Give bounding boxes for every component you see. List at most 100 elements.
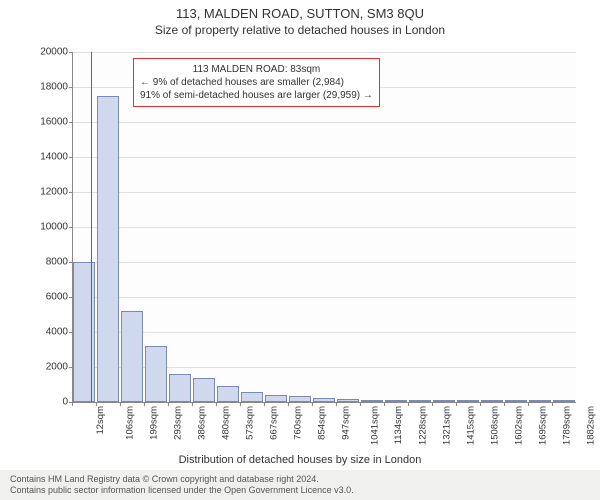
x-tick-label: 1321sqm bbox=[442, 406, 453, 445]
x-tick-mark bbox=[216, 402, 217, 406]
x-tick-label: 1882sqm bbox=[586, 406, 597, 445]
marker-line bbox=[91, 52, 92, 402]
histogram-bar bbox=[241, 392, 263, 403]
y-tick-mark bbox=[69, 227, 73, 228]
x-tick-mark bbox=[528, 402, 529, 406]
y-tick-label: 2000 bbox=[28, 362, 68, 373]
histogram-bar bbox=[289, 396, 311, 402]
x-tick-mark bbox=[552, 402, 553, 406]
x-tick-label: 293sqm bbox=[172, 406, 183, 440]
histogram-bar bbox=[193, 378, 215, 403]
y-tick-label: 6000 bbox=[28, 292, 68, 303]
chart-title: 113, MALDEN ROAD, SUTTON, SM3 8QU bbox=[0, 0, 600, 21]
y-tick-mark bbox=[69, 332, 73, 333]
x-tick-mark bbox=[264, 402, 265, 406]
y-tick-label: 8000 bbox=[28, 257, 68, 268]
x-tick-mark bbox=[480, 402, 481, 406]
histogram-bar bbox=[361, 400, 383, 402]
histogram-bar bbox=[433, 400, 455, 402]
y-tick-label: 4000 bbox=[28, 327, 68, 338]
gridline bbox=[73, 52, 576, 53]
y-tick-mark bbox=[69, 122, 73, 123]
x-tick-label: 667sqm bbox=[268, 406, 279, 440]
y-tick-label: 16000 bbox=[28, 117, 68, 128]
x-tick-label: 1415sqm bbox=[466, 406, 477, 445]
footer-line-2: Contains public sector information licen… bbox=[10, 485, 590, 496]
y-tick-mark bbox=[69, 87, 73, 88]
x-tick-mark bbox=[72, 402, 73, 406]
chart-subtitle: Size of property relative to detached ho… bbox=[0, 21, 600, 37]
callout-line-3: 91% of semi-detached houses are larger (… bbox=[140, 89, 373, 102]
footer-line-1: Contains HM Land Registry data © Crown c… bbox=[10, 474, 590, 485]
histogram-bar bbox=[385, 400, 407, 402]
x-tick-mark bbox=[192, 402, 193, 406]
x-tick-mark bbox=[408, 402, 409, 406]
x-tick-label: 12sqm bbox=[95, 406, 106, 435]
x-tick-label: 199sqm bbox=[148, 406, 159, 440]
y-tick-label: 20000 bbox=[28, 47, 68, 58]
x-tick-label: 480sqm bbox=[220, 406, 231, 440]
histogram-bar bbox=[529, 400, 551, 402]
plot-area: 113 MALDEN ROAD: 83sqm← 9% of detached h… bbox=[72, 52, 576, 403]
histogram-bar bbox=[121, 311, 143, 402]
x-tick-mark bbox=[312, 402, 313, 406]
y-tick-mark bbox=[69, 192, 73, 193]
callout-line-1: 113 MALDEN ROAD: 83sqm bbox=[140, 63, 373, 76]
callout-line-2: ← 9% of detached houses are smaller (2,9… bbox=[140, 76, 373, 89]
x-tick-mark bbox=[384, 402, 385, 406]
histogram-bar bbox=[505, 400, 527, 402]
x-tick-label: 1508sqm bbox=[490, 406, 501, 445]
x-tick-label: 854sqm bbox=[316, 406, 327, 440]
x-tick-label: 106sqm bbox=[124, 406, 135, 440]
x-tick-label: 1041sqm bbox=[370, 406, 381, 445]
gridline bbox=[73, 192, 576, 193]
histogram-bar bbox=[169, 374, 191, 402]
y-tick-label: 14000 bbox=[28, 152, 68, 163]
y-tick-mark bbox=[69, 262, 73, 263]
gridline bbox=[73, 122, 576, 123]
y-tick-label: 0 bbox=[28, 397, 68, 408]
histogram-bar bbox=[337, 399, 359, 402]
x-tick-mark bbox=[168, 402, 169, 406]
gridline bbox=[73, 297, 576, 298]
histogram-bar bbox=[409, 400, 431, 402]
callout-box: 113 MALDEN ROAD: 83sqm← 9% of detached h… bbox=[133, 58, 380, 107]
x-tick-mark bbox=[336, 402, 337, 406]
chart-container: 113, MALDEN ROAD, SUTTON, SM3 8QU Size o… bbox=[0, 0, 600, 500]
x-tick-mark bbox=[360, 402, 361, 406]
y-tick-mark bbox=[69, 367, 73, 368]
gridline bbox=[73, 332, 576, 333]
histogram-bar bbox=[457, 400, 479, 402]
x-tick-label: 1134sqm bbox=[393, 406, 404, 444]
histogram-bar bbox=[145, 346, 167, 402]
y-tick-mark bbox=[69, 297, 73, 298]
y-tick-label: 10000 bbox=[28, 222, 68, 233]
x-tick-label: 1789sqm bbox=[562, 406, 573, 445]
x-tick-mark bbox=[96, 402, 97, 406]
y-tick-label: 18000 bbox=[28, 82, 68, 93]
histogram-bar bbox=[313, 398, 335, 402]
histogram-bar bbox=[481, 400, 503, 402]
histogram-bar bbox=[265, 395, 287, 402]
gridline bbox=[73, 157, 576, 158]
histogram-bar bbox=[217, 386, 239, 402]
x-tick-mark bbox=[144, 402, 145, 406]
y-tick-mark bbox=[69, 52, 73, 53]
histogram-bar bbox=[553, 400, 575, 402]
x-axis-label: Distribution of detached houses by size … bbox=[0, 454, 600, 466]
x-tick-label: 1228sqm bbox=[418, 406, 429, 445]
x-tick-label: 947sqm bbox=[340, 406, 351, 440]
y-tick-mark bbox=[69, 157, 73, 158]
x-tick-label: 386sqm bbox=[196, 406, 207, 440]
x-tick-label: 760sqm bbox=[292, 406, 303, 440]
x-tick-label: 1602sqm bbox=[514, 406, 525, 445]
x-tick-mark bbox=[504, 402, 505, 406]
y-tick-label: 12000 bbox=[28, 187, 68, 198]
x-tick-mark bbox=[120, 402, 121, 406]
histogram-bar bbox=[97, 96, 119, 402]
x-tick-mark bbox=[456, 402, 457, 406]
x-tick-label: 1695sqm bbox=[538, 406, 549, 445]
x-tick-mark bbox=[288, 402, 289, 406]
gridline bbox=[73, 262, 576, 263]
x-tick-label: 573sqm bbox=[244, 406, 255, 440]
